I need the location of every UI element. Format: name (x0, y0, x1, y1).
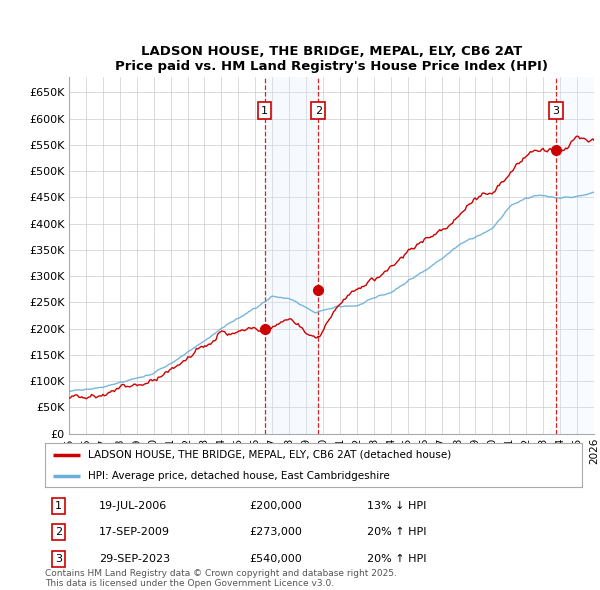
Text: Contains HM Land Registry data © Crown copyright and database right 2025.
This d: Contains HM Land Registry data © Crown c… (45, 569, 397, 588)
Text: LADSON HOUSE, THE BRIDGE, MEPAL, ELY, CB6 2AT (detached house): LADSON HOUSE, THE BRIDGE, MEPAL, ELY, CB… (88, 450, 451, 460)
Text: 1: 1 (261, 106, 268, 116)
Text: 3: 3 (55, 553, 62, 563)
Text: £540,000: £540,000 (249, 553, 302, 563)
Text: £200,000: £200,000 (249, 501, 302, 511)
Bar (556, 77, 594, 434)
Text: 29-SEP-2023: 29-SEP-2023 (98, 553, 170, 563)
Title: LADSON HOUSE, THE BRIDGE, MEPAL, ELY, CB6 2AT
Price paid vs. HM Land Registry's : LADSON HOUSE, THE BRIDGE, MEPAL, ELY, CB… (115, 45, 548, 73)
Text: 1: 1 (55, 501, 62, 511)
Bar (265, 77, 318, 434)
Text: 19-JUL-2006: 19-JUL-2006 (98, 501, 167, 511)
Text: 20% ↑ HPI: 20% ↑ HPI (367, 553, 427, 563)
Text: 17-SEP-2009: 17-SEP-2009 (98, 527, 170, 537)
Text: 3: 3 (553, 106, 559, 116)
Text: £273,000: £273,000 (249, 527, 302, 537)
Bar (556, 77, 594, 434)
Text: HPI: Average price, detached house, East Cambridgeshire: HPI: Average price, detached house, East… (88, 471, 390, 481)
Text: 13% ↓ HPI: 13% ↓ HPI (367, 501, 427, 511)
Text: 20% ↑ HPI: 20% ↑ HPI (367, 527, 427, 537)
Text: 2: 2 (315, 106, 322, 116)
Text: 2: 2 (55, 527, 62, 537)
